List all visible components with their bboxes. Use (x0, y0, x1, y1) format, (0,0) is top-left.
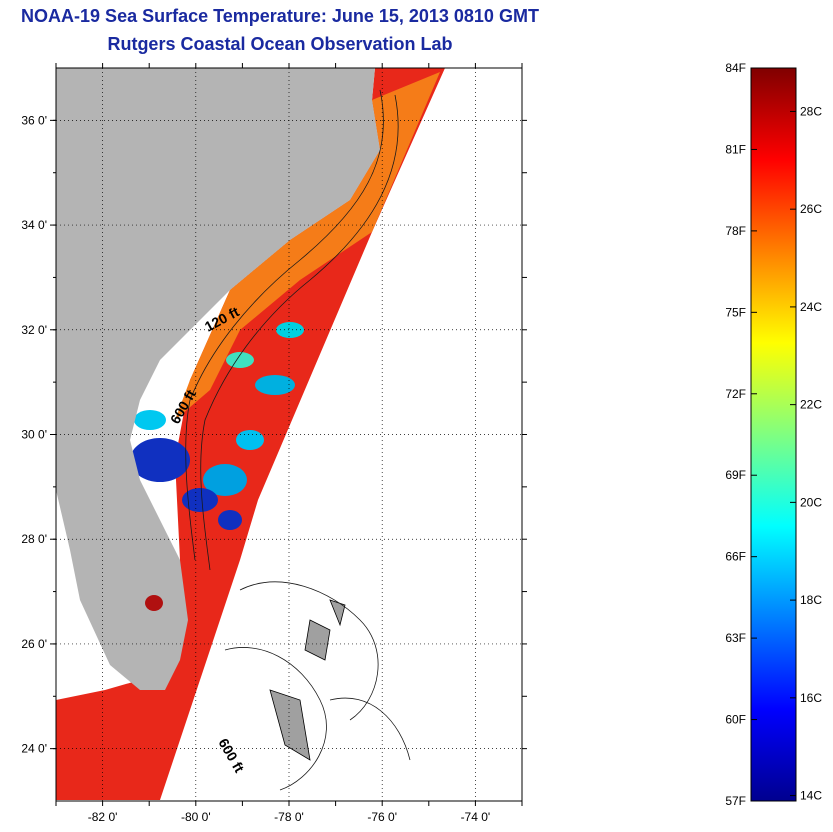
colorbar-f-label: 78F (725, 224, 746, 238)
lon-tick-label: -76 0' (367, 810, 397, 824)
lat-tick-label: 30 0' (21, 428, 47, 442)
colorbar-f-label: 75F (725, 305, 746, 319)
map-subtitle: Rutgers Coastal Ocean Observation Lab (107, 34, 453, 54)
map-title: NOAA-19 Sea Surface Temperature: June 15… (21, 6, 539, 26)
lat-tick-label: 32 0' (21, 323, 47, 337)
colorbar-f-label: 60F (725, 713, 746, 727)
colorbar-gradient (750, 67, 797, 802)
colorbar-f-label: 81F (725, 142, 746, 156)
colorbar-f-label: 66F (725, 550, 746, 564)
colorbar-f-label: 57F (725, 794, 746, 808)
colorbar-c-label: 26C (800, 202, 822, 216)
colorbar-c-label: 14C (800, 789, 822, 803)
colorbar-f-label: 72F (725, 387, 746, 401)
colorbar-c-label: 18C (800, 593, 822, 607)
lat-tick-label: 28 0' (21, 532, 47, 546)
lon-tick-label: -78 0' (274, 810, 304, 824)
lake-okeechobee (145, 595, 163, 611)
colorbar-c-label: 28C (800, 104, 822, 118)
cloud-patches (130, 322, 304, 530)
lon-tick-label: -82 0' (88, 810, 118, 824)
lat-tick-label: 24 0' (21, 742, 47, 756)
colorbar-f-label: 69F (725, 468, 746, 482)
colorbar-c-label: 20C (800, 495, 822, 509)
colorbar-c-label: 24C (800, 300, 822, 314)
bathymetry-contours (185, 89, 411, 791)
lat-tick-label: 36 0' (21, 113, 47, 127)
colorbar-f-label: 63F (725, 631, 746, 645)
lat-tick-label: 34 0' (21, 218, 47, 232)
lon-tick-label: -80 0' (181, 810, 211, 824)
colorbar-c-label: 16C (800, 691, 822, 705)
lon-tick-label: -74 0' (461, 810, 491, 824)
colorbar-f-label: 84F (725, 61, 746, 75)
bahamas-islands (269, 599, 346, 761)
lat-tick-label: 26 0' (21, 637, 47, 651)
colorbar-c-label: 22C (800, 398, 822, 412)
land-us-coast (56, 68, 380, 690)
shelf-water (175, 72, 440, 420)
